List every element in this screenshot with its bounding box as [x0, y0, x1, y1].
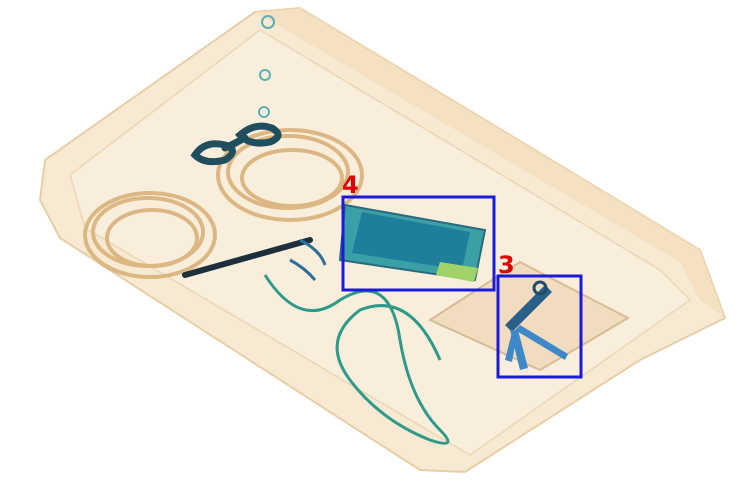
metal-clasp — [190, 122, 282, 166]
detection-box-4 — [341, 195, 496, 292]
folding-knife — [505, 280, 568, 370]
detection-box-3 — [496, 274, 583, 379]
detection-label-3: 3 — [498, 251, 515, 279]
cable-coil-center — [216, 128, 364, 222]
phone-device — [338, 203, 487, 282]
cable-coil-left — [83, 191, 217, 279]
detection-label-4: 4 — [342, 171, 359, 199]
earphone-cable — [263, 238, 450, 445]
black-strap — [182, 237, 313, 278]
